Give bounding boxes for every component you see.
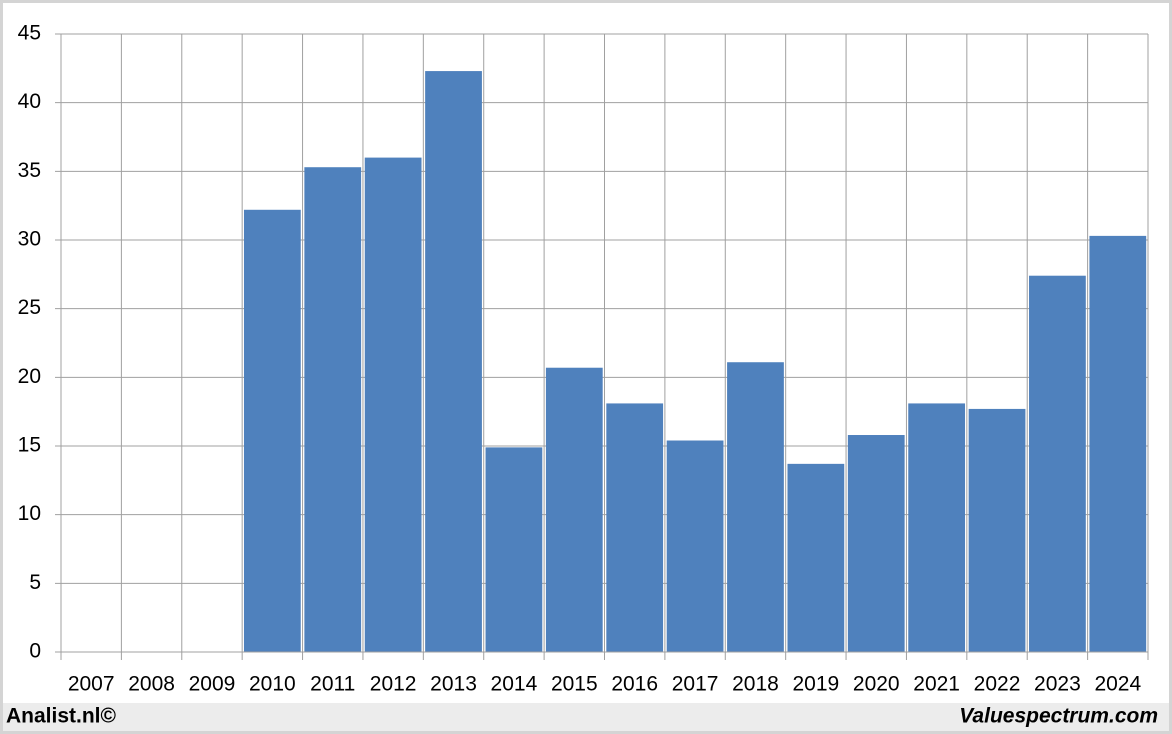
x-tick-label: 2015: [551, 673, 598, 696]
y-tick-label: 45: [18, 22, 41, 45]
bar: [1029, 275, 1086, 652]
x-tick-label: 2011: [310, 673, 355, 696]
x-tick-label: 2007: [68, 673, 115, 696]
bar: [485, 447, 543, 652]
bar: [425, 71, 482, 652]
x-tick-label: 2013: [430, 673, 477, 696]
footer-right: Valuespectrum.com: [959, 705, 1158, 728]
bar: [1089, 235, 1147, 652]
y-tick-label: 25: [18, 296, 41, 319]
bar: [847, 435, 905, 652]
bar: [364, 157, 422, 652]
y-tick-label: 35: [18, 159, 41, 182]
bar: [606, 403, 664, 652]
x-tick-label: 2010: [249, 673, 296, 696]
y-tick-label: 10: [18, 502, 41, 525]
x-tick-label: 2023: [1034, 673, 1081, 696]
x-tick-label: 2009: [189, 673, 236, 696]
x-tick-label: 2024: [1094, 673, 1141, 696]
y-tick-label: 40: [18, 90, 41, 113]
x-tick-label: 2014: [491, 673, 538, 696]
footer-left: Analist.nl©: [6, 705, 117, 728]
x-tick-label: 2021: [913, 673, 960, 696]
bar: [968, 408, 1026, 652]
x-tick-label: 2022: [974, 673, 1021, 696]
y-tick-label: 0: [29, 640, 41, 663]
bar: [243, 209, 301, 652]
y-tick-label: 30: [18, 228, 41, 251]
x-tick-label: 2016: [611, 673, 658, 696]
x-tick-label: 2008: [128, 673, 175, 696]
y-tick-label: 5: [29, 571, 41, 594]
x-tick-label: 2019: [793, 673, 840, 696]
bar: [304, 167, 362, 653]
bar: [787, 463, 845, 652]
x-tick-label: 2018: [732, 673, 779, 696]
bar: [666, 440, 724, 652]
bar: [545, 367, 603, 652]
y-tick-label: 15: [18, 434, 41, 457]
x-tick-label: 2012: [370, 673, 417, 696]
x-tick-label: 2020: [853, 673, 900, 696]
y-tick-label: 20: [18, 365, 41, 388]
bar: [908, 403, 966, 652]
x-tick-label: 2017: [672, 673, 719, 696]
bar: [727, 362, 784, 652]
footer-band: [3, 703, 1169, 731]
